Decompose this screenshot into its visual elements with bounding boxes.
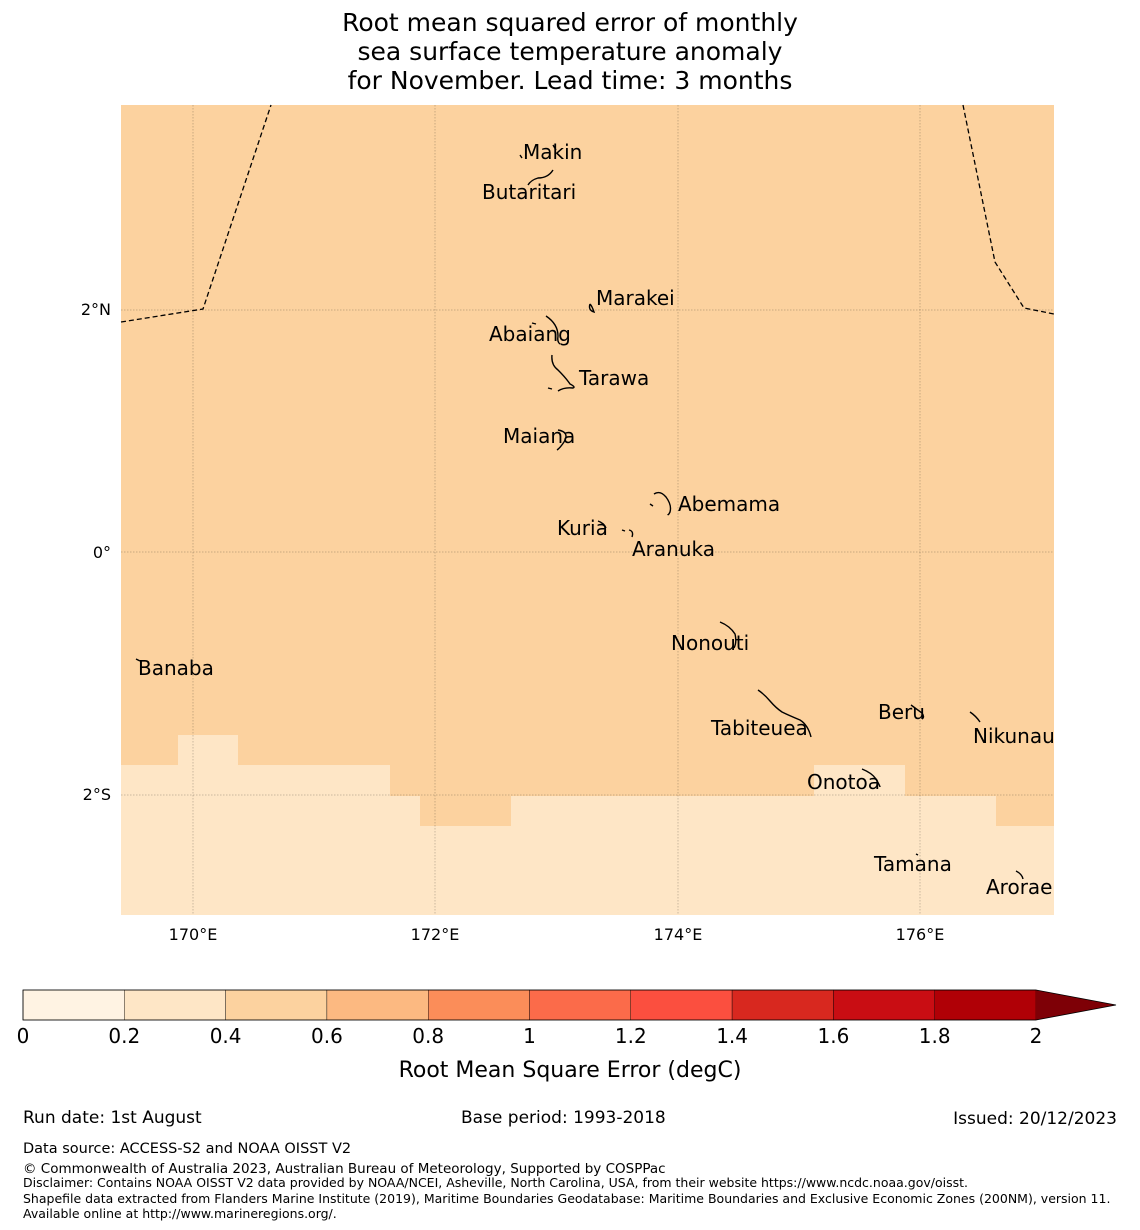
colorbar-cell <box>428 989 530 1021</box>
island-label-abaiang: Abaiang <box>489 322 571 346</box>
island-label-maiana: Maiana <box>503 424 575 448</box>
issued-date: Issued: 20/12/2023 <box>953 1109 1117 1129</box>
island-label-tarawa: Tarawa <box>578 366 649 390</box>
lon-tick-172e: 172°E <box>411 925 460 944</box>
colorbar-tick-label: 1.2 <box>615 1024 647 1048</box>
colorbar-cell <box>225 989 328 1021</box>
lat-tick-2n: 2°N <box>81 300 111 319</box>
colorbar-cell <box>326 989 429 1021</box>
colorbar-cell <box>934 989 1037 1021</box>
colorbar-tick-label: 2 <box>1030 1024 1043 1048</box>
disclaimer-note: Disclaimer: Contains NOAA OISST V2 data … <box>23 1175 968 1190</box>
data-source: Data source: ACCESS-S2 and NOAA OISST V2 <box>23 1141 352 1157</box>
island-label-onotoa: Onotoa <box>807 770 880 794</box>
lon-tick-174e: 174°E <box>654 925 703 944</box>
island-label-marakei: Marakei <box>596 286 675 310</box>
colorbar-cell <box>833 989 935 1021</box>
colorbar-tick-label: 0.2 <box>108 1024 140 1048</box>
colorbar-tick-label: 1.8 <box>919 1024 951 1048</box>
island-label-kuria: Kuria <box>557 516 608 540</box>
colorbar-tick-label: 0.8 <box>412 1024 444 1048</box>
colorbar-tick-label: 0.4 <box>210 1024 242 1048</box>
eez-boundaries <box>120 104 1055 323</box>
title-line-2: sea surface temperature anomaly <box>357 37 783 66</box>
island-label-makin: Makin <box>523 140 582 164</box>
gridlines <box>121 105 1054 915</box>
colorbar-cell <box>630 989 733 1021</box>
base-period: Base period: 1993-2018 <box>461 1108 666 1128</box>
lon-tick-176e: 176°E <box>896 925 945 944</box>
island-label-arorae: Arorae <box>986 875 1052 899</box>
island-label-butaritari: Butaritari <box>482 180 576 204</box>
colorbar-extend-arrow <box>1036 990 1116 1020</box>
island-label-tabiteuea: Tabiteuea <box>710 716 808 740</box>
colorbar-tick-label: 0.6 <box>311 1024 343 1048</box>
island-label-tamana: Tamana <box>873 852 952 876</box>
colorbar-tick-label: 1 <box>523 1024 536 1048</box>
colorbar-tick-label: 1.4 <box>716 1024 748 1048</box>
low-error-region <box>121 735 1054 915</box>
colorbar: 0 0.2 0.4 0.6 0.8 1 1.2 1.4 1.6 1.8 2 Root Mean Sq… <box>17 989 1117 1083</box>
colorbar-cell <box>731 989 834 1021</box>
lat-tick-2s: 2°S <box>83 785 111 804</box>
shapefile-note: Shapefile data extracted from Flanders M… <box>23 1191 1111 1221</box>
colorbar-cell <box>124 989 226 1021</box>
island-label-nikunau: Nikunau <box>973 724 1055 748</box>
lon-tick-170e: 170°E <box>169 925 218 944</box>
title-line-1: Root mean squared error of monthly <box>342 8 798 37</box>
colorbar-tick-label: 0 <box>17 1024 30 1048</box>
colorbar-cell <box>22 989 125 1021</box>
colorbar-outline <box>22 989 1117 1021</box>
lat-tick-0: 0° <box>93 543 111 562</box>
island-label-banaba: Banaba <box>138 656 214 680</box>
island-label-abemama: Abemama <box>678 492 780 516</box>
copyright-note: © Commonwealth of Australia 2023, Austra… <box>23 1161 666 1177</box>
island-label-beru: Beru <box>878 700 925 724</box>
run-date: Run date: 1st August <box>23 1108 202 1128</box>
colorbar-label: Root Mean Square Error (degC) <box>399 1058 742 1083</box>
colorbar-cell <box>529 989 632 1021</box>
title-line-3: for November. Lead time: 3 months <box>347 66 793 95</box>
island-outlines <box>135 144 1024 880</box>
colorbar-tick-label: 1.6 <box>817 1024 849 1048</box>
map-title: Root mean squared error of monthly sea s… <box>270 8 870 95</box>
island-label-nonouti: Nonouti <box>671 631 749 655</box>
island-label-aranuka: Aranuka <box>632 537 715 561</box>
